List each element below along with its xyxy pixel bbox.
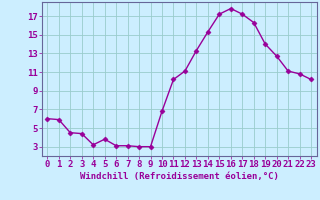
X-axis label: Windchill (Refroidissement éolien,°C): Windchill (Refroidissement éolien,°C)	[80, 172, 279, 181]
